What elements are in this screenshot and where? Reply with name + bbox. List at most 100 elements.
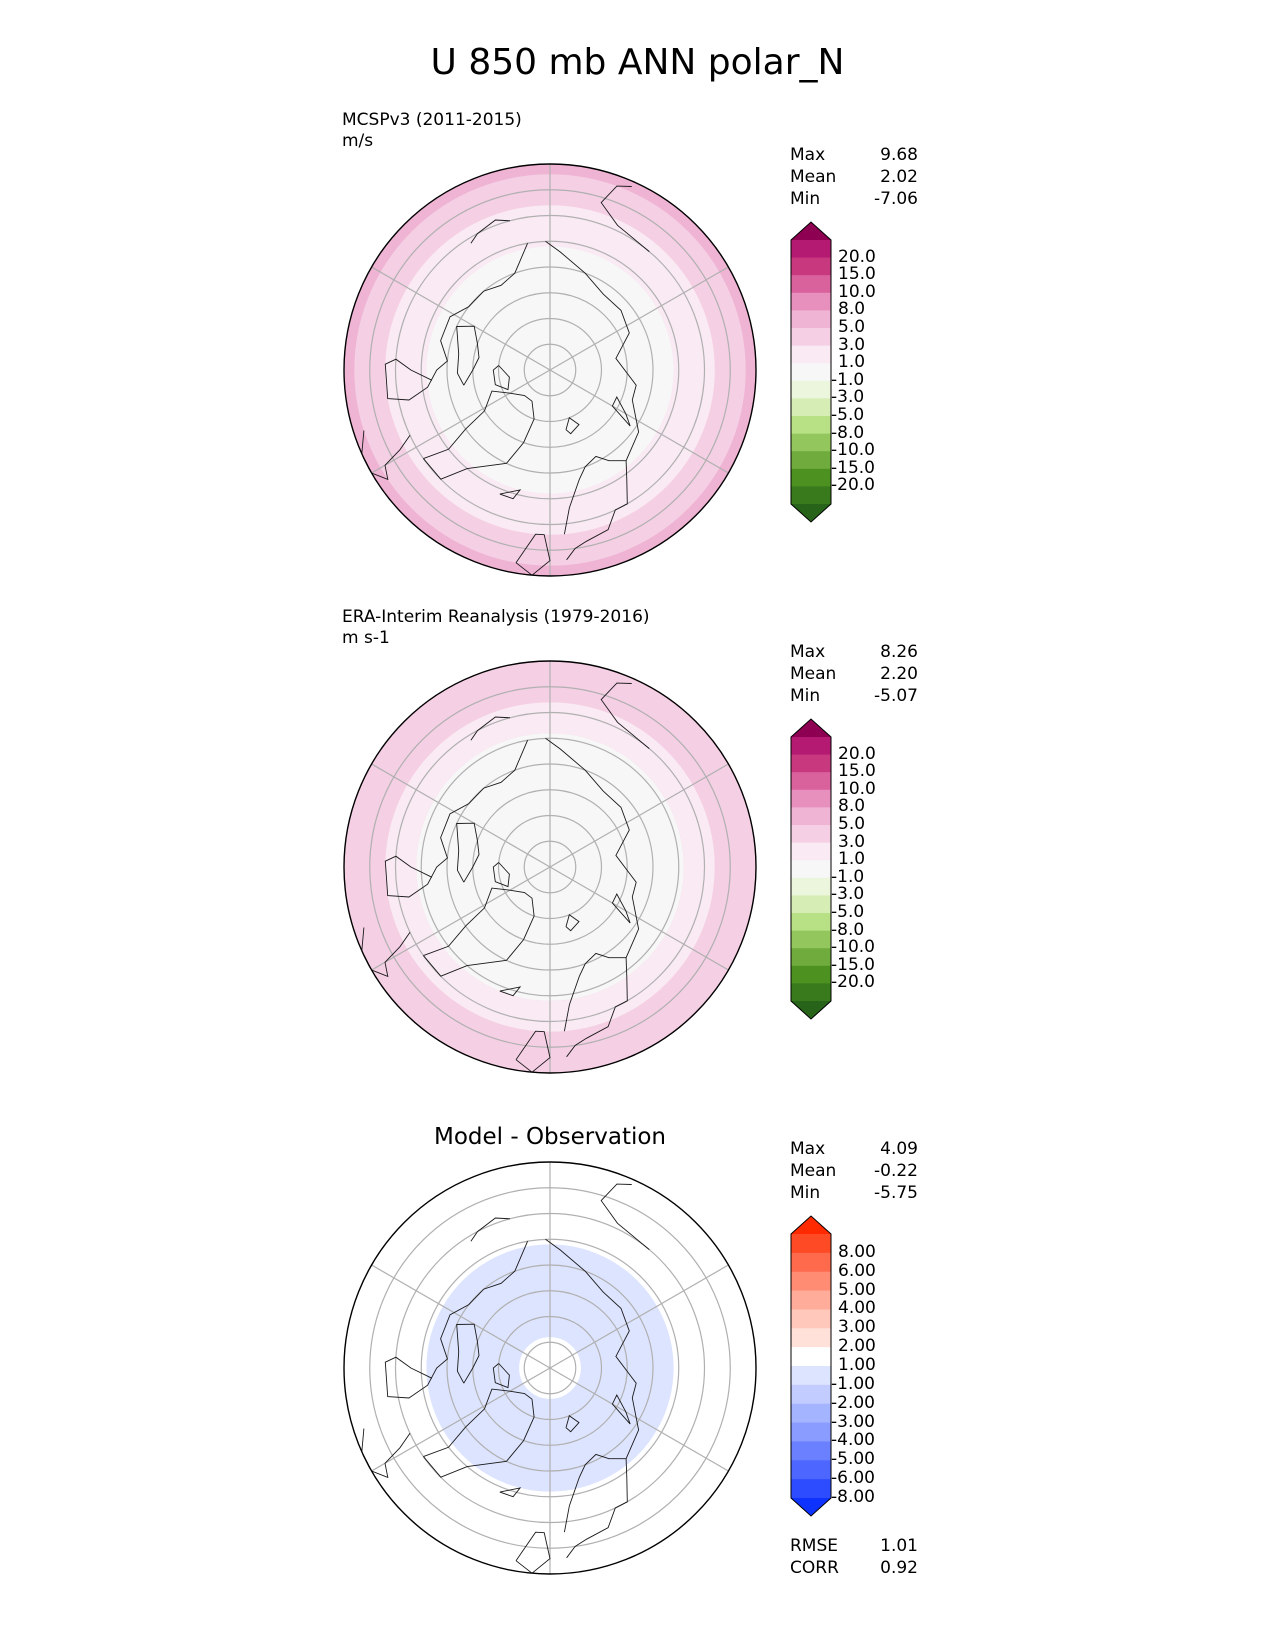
model-units: m/s	[342, 131, 374, 151]
graticule	[369, 1162, 731, 1574]
colorbar-tick-label: -5.00	[831, 1449, 875, 1470]
colorbar-tick-label: 5.0	[838, 317, 866, 337]
stat-value: -7.06	[874, 189, 918, 209]
coastline	[423, 1388, 535, 1478]
colorbar-bin	[791, 398, 831, 417]
difference-panel: Model - Observation Max 4.09 Mean -0.22 Mi…	[0, 1103, 1275, 1593]
colorbar-tick-label: 8.00	[838, 1241, 876, 1262]
model-stats: Max 9.68 Mean 2.02 Min -7.06	[790, 144, 918, 210]
colorbar-tick-label: 1.0	[838, 849, 866, 870]
colorbar-tick-label: -1.00	[831, 1373, 875, 1394]
metric-name: CORR	[790, 1558, 839, 1578]
model-panel: MCSPv3 (2011-2015) m/s Max 9.68 Mean 2.02 …	[0, 110, 1275, 600]
colorbar-bin	[791, 451, 831, 470]
colorbar-tick-label: -3.0	[831, 387, 865, 408]
colorbar-extend-top	[791, 1216, 831, 1234]
colorbar-tick-label: -3.0	[831, 884, 865, 905]
meridian-line	[549, 1367, 729, 1472]
coastline	[470, 716, 511, 741]
model-label: MCSPv3 (2011-2015) m/s	[342, 110, 522, 152]
colorbar-tick-label: 8.0	[838, 796, 866, 817]
map-boundary	[343, 163, 757, 577]
colorbar-bin	[791, 1384, 831, 1405]
colorbar-tick-label: 5.00	[838, 1279, 876, 1300]
coastline	[545, 240, 640, 461]
colorbar-tick-label: 20.0	[838, 743, 876, 764]
colorbar-tick-label: 8.0	[838, 299, 866, 320]
colorbar-bin	[791, 257, 831, 276]
colorbar-tick-label: 20.0	[838, 246, 876, 267]
colorbar-outline	[790, 1215, 832, 1517]
colorbar-bin	[791, 275, 831, 294]
colorbar-bin	[791, 380, 831, 399]
observation-stats: Max 8.26 Mean 2.20 Min -5.07	[790, 641, 918, 707]
coastline	[563, 952, 628, 1058]
observation-panel: ERA-Interim Reanalysis (1979-2016) m s-1…	[0, 607, 1275, 1097]
coastline	[545, 737, 640, 958]
colorbar-tick-label: -8.00	[831, 1487, 875, 1507]
colorbar-bin	[791, 807, 831, 826]
observation-label: ERA-Interim Reanalysis (1979-2016) m s-1	[342, 607, 650, 649]
stat-value: -5.75	[874, 1183, 918, 1203]
observation-name: ERA-Interim Reanalysis (1979-2016)	[342, 607, 650, 627]
coastline	[499, 489, 522, 500]
colorbar-tick-label: -1.0	[831, 866, 865, 887]
stat-name: Mean	[790, 167, 837, 187]
coastline	[565, 416, 580, 435]
colorbar-bin	[791, 468, 831, 487]
coastline	[545, 1238, 640, 1459]
stat-mean: Mean 2.20	[790, 663, 918, 685]
colorbar-bin	[791, 1460, 831, 1480]
colorbar-outline	[790, 221, 832, 523]
figure-title: U 850 mb ANN polar_N	[430, 42, 845, 83]
coastline	[470, 1217, 511, 1242]
colorbar-tick-label: -8.0	[831, 919, 865, 940]
stat-value: 2.20	[880, 664, 918, 684]
meridian-line	[549, 266, 729, 371]
stat-name: Min	[790, 189, 821, 209]
coastline	[384, 740, 529, 898]
stat-mean: Mean 2.02	[790, 166, 918, 188]
map-field	[344, 1162, 756, 1574]
map-field	[344, 164, 756, 576]
meridian-line	[371, 266, 551, 371]
coastline	[515, 533, 551, 576]
colorbar-bin	[791, 1252, 831, 1273]
colorbar-bin	[791, 772, 831, 791]
observation-units: m s-1	[342, 628, 390, 648]
colorbar-bin	[791, 877, 831, 896]
colorbar-bin	[791, 1328, 831, 1348]
colorbar-bin	[791, 310, 831, 329]
colorbar-extend-bottom	[791, 1498, 831, 1516]
coastline	[470, 219, 511, 244]
coastline	[384, 1241, 529, 1399]
colorbar-bin	[791, 1441, 831, 1461]
colorbar-tick-label: 5.0	[838, 814, 866, 834]
map-boundary	[343, 1161, 757, 1575]
colorbar-bin	[791, 737, 831, 756]
coastline	[563, 1453, 628, 1559]
coastline	[565, 1414, 580, 1433]
difference-polar-map	[343, 1161, 757, 1575]
stat-name: Max	[790, 642, 826, 662]
colorbar-bin	[791, 486, 831, 505]
meridian-line	[549, 763, 729, 868]
metric-name: RMSE	[790, 1536, 839, 1556]
colorbar-tick-label: -8.0	[831, 422, 865, 443]
difference-stats: Max 4.09 Mean -0.22 Min -5.75	[790, 1138, 918, 1204]
difference-heading: Model - Observation	[433, 1124, 667, 1150]
colorbar-tick-label: 3.0	[838, 831, 866, 852]
stat-max: Max 9.68	[790, 144, 918, 166]
map-field	[344, 661, 756, 1073]
stat-name: Max	[790, 145, 826, 165]
colorbar-tick-label: -10.0	[831, 440, 875, 461]
coastline	[423, 887, 535, 977]
colorbar-bin	[791, 754, 831, 773]
colorbar-tick-label: -6.00	[831, 1468, 875, 1489]
meridian-line	[371, 1367, 551, 1472]
colorbar-tick-label: -4.00	[831, 1430, 875, 1451]
colorbar-bin	[791, 1309, 831, 1329]
colorbar-bin	[791, 1479, 831, 1499]
colorbar-tick-label: 1.0	[838, 352, 866, 373]
colorbar-bin	[791, 895, 831, 914]
